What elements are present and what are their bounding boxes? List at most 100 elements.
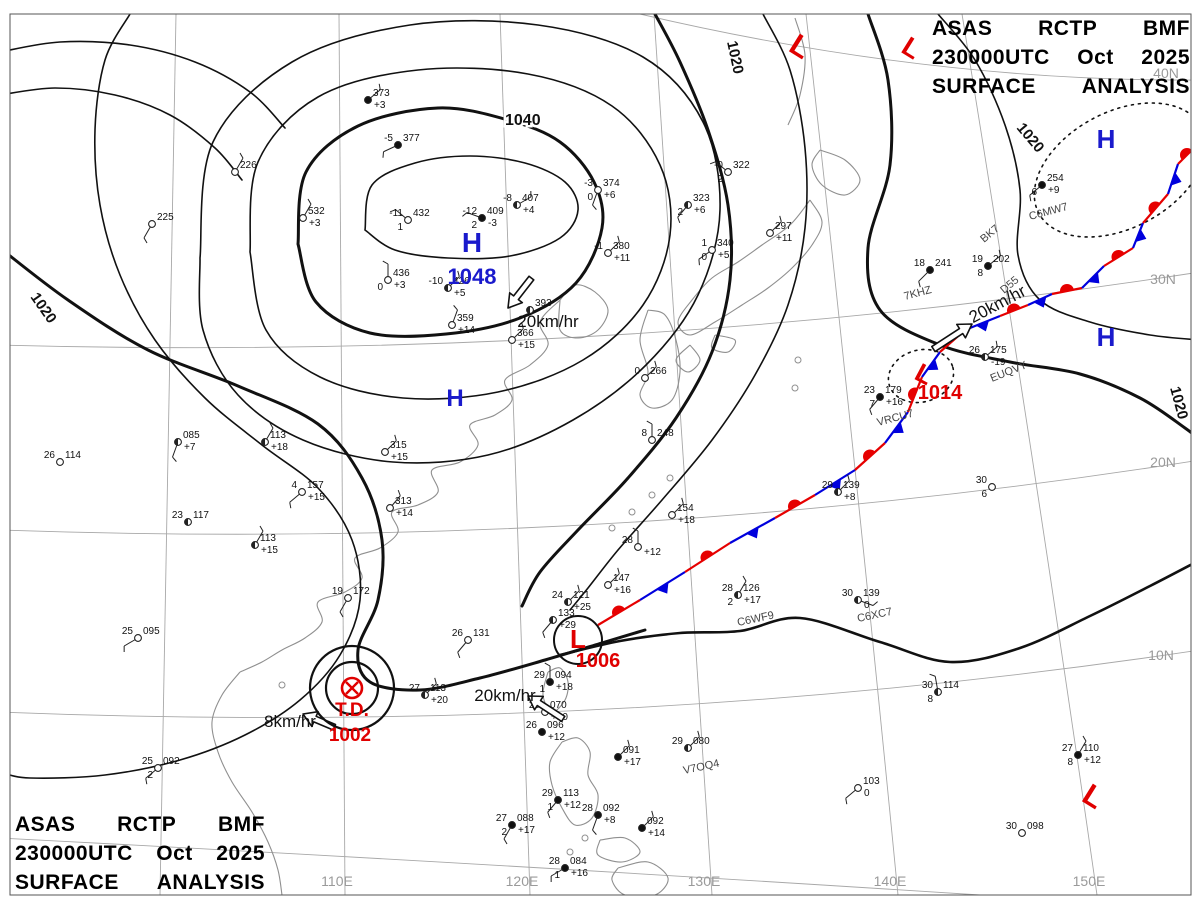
coastline — [211, 671, 283, 895]
station-pressure: 532 — [308, 206, 325, 217]
station-circle — [538, 728, 546, 736]
station-half-fill — [526, 306, 530, 314]
station-plot: 436+3 0 — [377, 260, 410, 293]
wind-barb-feather — [172, 456, 177, 462]
motion-arrow — [302, 710, 337, 731]
cold-front-pip — [1170, 172, 1182, 186]
station-plot: -8 407+4 — [503, 190, 539, 216]
station-pressure: 409 — [487, 206, 504, 217]
station-plot: 28 +12 — [622, 527, 661, 558]
wind-barb-feather — [617, 567, 620, 574]
island — [794, 356, 802, 364]
station-half-fill — [444, 284, 448, 292]
ship-id-label: C6XC7 — [856, 606, 893, 625]
isobar — [865, 14, 1191, 435]
station-pressure: 373 — [373, 88, 390, 99]
station-temp: 19 — [972, 254, 984, 265]
station-tendency: +29 — [559, 620, 576, 631]
station-temp: 29 — [672, 736, 684, 747]
wind-barb-feather — [592, 829, 597, 835]
wind-barb-feather — [307, 198, 312, 205]
station-temp: 29 — [534, 670, 546, 681]
title-word: SURFACE — [932, 75, 1036, 98]
station-pressure: 359 — [457, 313, 474, 324]
isobar-layer — [10, 14, 1191, 779]
low-pressure-value: 1006 — [576, 650, 621, 672]
motion-arrow — [930, 323, 973, 353]
isobar — [249, 67, 672, 400]
longitude-label: 140E — [874, 873, 907, 889]
station-circle — [344, 594, 352, 602]
station-tendency: +17 — [744, 595, 761, 606]
station-temp: 28 — [582, 803, 594, 814]
wind-barb-feather — [869, 409, 873, 416]
station-pressure: 313 — [395, 496, 412, 507]
wind-barb-feather — [847, 474, 850, 481]
wind-barb-feather — [677, 217, 681, 224]
station-dewpoint: 2 — [717, 174, 723, 185]
station-pressure: 323 — [693, 193, 710, 204]
station-plot: 27 113+20 — [409, 677, 448, 706]
station-tendency: +20 — [431, 695, 448, 706]
front-segment-warm — [1177, 149, 1191, 165]
station-circle — [1038, 181, 1046, 189]
station-pressure: 084 — [570, 856, 587, 867]
wind-barb-feather — [434, 677, 437, 684]
station-temp: 19 — [332, 586, 344, 597]
coastline — [558, 284, 609, 339]
station-circle — [708, 246, 716, 254]
ship-id-label: 7KHZ — [903, 284, 934, 303]
station-dewpoint: 2 — [471, 220, 477, 231]
isobar — [10, 87, 243, 181]
station-temp: -1 — [594, 241, 603, 252]
station-plot: -1 380+11 — [594, 235, 631, 264]
island — [628, 508, 636, 516]
station-half-fill — [184, 518, 188, 526]
station-pressure: 315 — [390, 440, 407, 451]
station-tendency: +12 — [564, 800, 581, 811]
parallel-line — [10, 460, 1191, 535]
station-plot: 1 340+5 0 — [698, 238, 734, 266]
station-temp: 23 — [172, 510, 184, 521]
station-temp: 8 — [641, 428, 647, 439]
warm-front-pip — [863, 449, 876, 462]
station-plot: 27 088+17 2 — [496, 813, 535, 845]
wind-barb-feather — [521, 322, 524, 329]
station-temp: 26 — [44, 450, 56, 461]
station-plot: 25 092 2 — [142, 756, 180, 785]
station-half-fill — [684, 744, 688, 752]
station-temp: 27 — [409, 683, 421, 694]
longitude-label: 110E — [321, 873, 353, 889]
cold-front-pip — [746, 527, 759, 539]
station-pressure: 113 — [270, 430, 286, 441]
cold-front-pip — [656, 582, 669, 594]
station-pressure: 139 — [843, 480, 860, 491]
station-temp: -0 — [714, 160, 723, 171]
warm-front-pip — [612, 605, 626, 617]
station-temp: 26 — [452, 628, 464, 639]
wind-barb-feather — [453, 305, 458, 311]
station-tendency: +5 — [718, 250, 730, 261]
title-line-1: ASAS RCTP BMF — [15, 810, 265, 839]
isobar — [558, 563, 1191, 664]
station-temp: 29 — [822, 480, 834, 491]
station-circle — [394, 141, 402, 149]
warm-front-pip — [1111, 250, 1125, 261]
station-circle — [404, 216, 412, 224]
station-pressure: 103 — [863, 776, 880, 787]
station-pressure: 297 — [775, 221, 792, 232]
station-pressure: 113 — [260, 533, 276, 544]
station-temp: 4 — [291, 480, 297, 491]
station-tendency: +17 — [624, 757, 641, 768]
station-half-fill — [684, 201, 688, 209]
latitude-label: 40N — [1153, 65, 1179, 81]
station-pressure: 094 — [555, 670, 572, 681]
wind-barb-feather — [457, 270, 460, 277]
coastline — [710, 334, 737, 353]
station-plot: 315+15 — [381, 434, 408, 463]
station-tendency: +3 — [394, 280, 406, 291]
high-symbol: H — [1097, 124, 1116, 154]
station-pressure: 380 — [613, 241, 630, 252]
